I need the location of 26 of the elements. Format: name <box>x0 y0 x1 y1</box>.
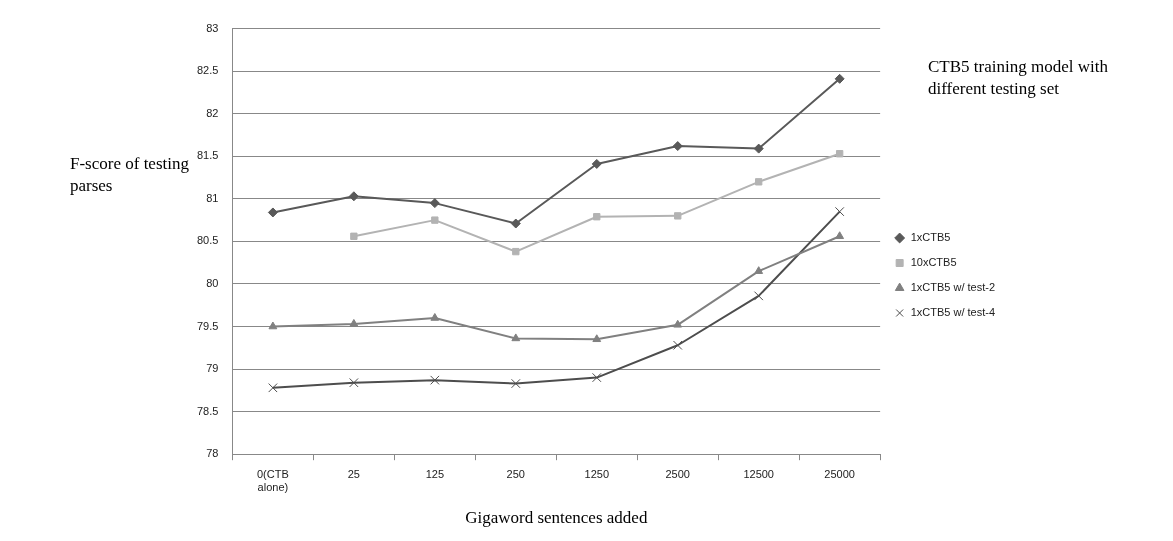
x-tick-label: 125 <box>425 467 445 480</box>
y-axis-title: F-score of testing parses <box>70 154 189 195</box>
y-tick-label: 78 <box>206 447 219 460</box>
legend-label: 1xCTB5 <box>910 231 951 244</box>
y-tick-label: 80.5 <box>196 234 219 247</box>
legend-label: 10xCTB5 <box>910 256 957 269</box>
y-tick-label: 82.5 <box>196 64 219 77</box>
x-tick-label: 25000 <box>824 467 855 480</box>
y-tick-label: 83 <box>206 21 219 34</box>
y-tick-label: 81 <box>206 191 219 204</box>
x-axis-title: Gigaword sentences added <box>465 508 648 528</box>
x-tick-label: 1250 <box>584 467 609 480</box>
y-tick-label: 79.5 <box>196 319 219 332</box>
y-tick-label: 79 <box>206 362 219 375</box>
x-tick-label: 12500 <box>743 467 774 480</box>
text: CTB5 training model with different testing set <box>928 56 1109 100</box>
legend-label: 1xCTB5 w/ test-4 <box>910 306 995 319</box>
legend-label: 1xCTB5 w/ test-2 <box>910 281 995 294</box>
y-tick-label: 78.5 <box>196 404 219 417</box>
x-tick-label: 25 <box>347 467 360 480</box>
x-tick-label: 2500 <box>665 467 690 480</box>
x-tick-label: 0(CTB alone) <box>257 467 289 494</box>
x-tick-label: 250 <box>506 467 525 480</box>
y-tick-label: 80 <box>206 276 219 289</box>
y-tick-label: 82 <box>206 106 219 119</box>
y-tick-label: 81.5 <box>196 149 219 162</box>
